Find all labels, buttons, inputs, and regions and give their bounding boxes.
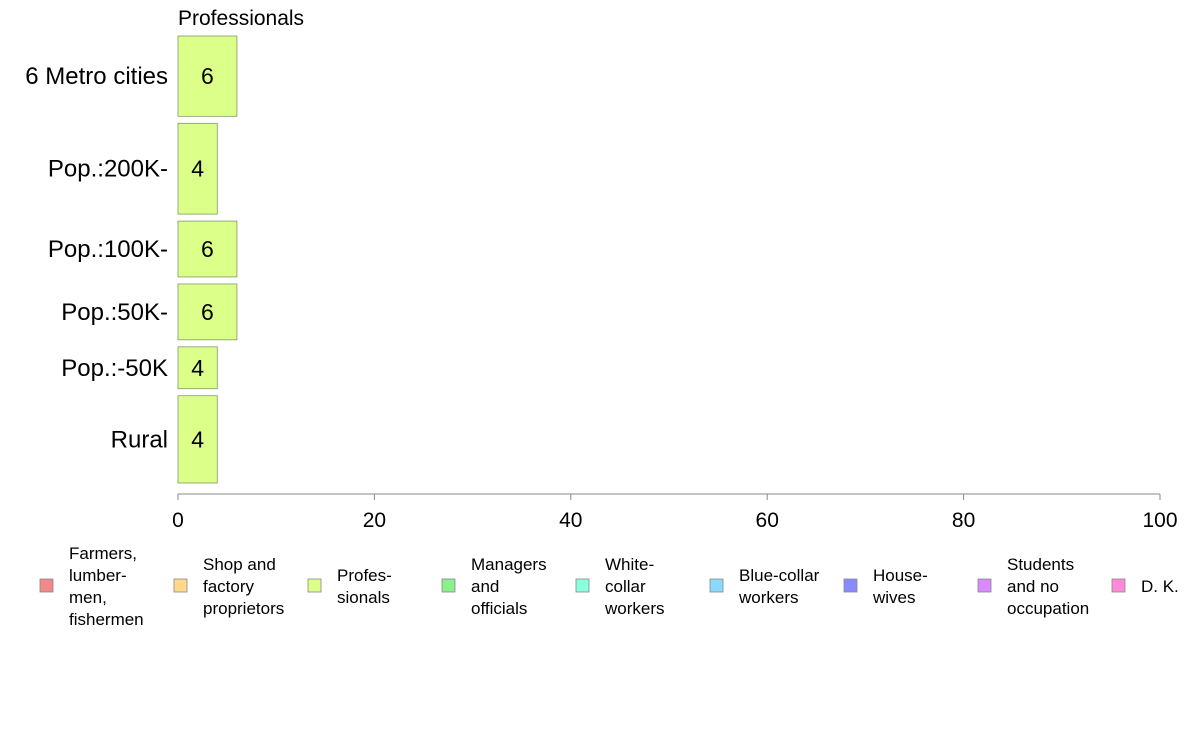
legend-swatch xyxy=(977,578,992,593)
bar xyxy=(177,283,238,341)
legend-swatch xyxy=(843,578,858,593)
legend: Farmers, lumber-men, fishermen Shop and fact… xyxy=(39,544,1179,629)
bar-value-label: 4 xyxy=(191,426,204,452)
legend-label: House-wives xyxy=(872,566,928,607)
legend-swatch xyxy=(1111,578,1126,593)
bar xyxy=(177,395,218,484)
bar-value-label: 6 xyxy=(201,299,214,325)
legend-swatch xyxy=(441,578,456,593)
legend-label: Students and no occupation xyxy=(1007,555,1089,618)
legend-label: Blue-collar workers xyxy=(738,566,820,607)
bar xyxy=(177,220,238,278)
legend-label: Shop and factory proprietors xyxy=(203,555,284,618)
legend-label: D. K. xyxy=(1141,577,1179,596)
panel-title: Professionals xyxy=(178,7,304,30)
category-label: 6 Metro cities xyxy=(25,63,168,90)
x-tick-label: 0 xyxy=(172,509,184,532)
category-label: Pop.:100K- xyxy=(48,236,168,263)
legend-label: Profes-sionals xyxy=(337,566,392,607)
legend-label: White-collar workers xyxy=(604,555,665,618)
legend-label: Managers and officials xyxy=(471,555,547,618)
bar xyxy=(177,122,218,215)
bar-value-label: 6 xyxy=(201,236,214,262)
bar-value-label: 4 xyxy=(191,355,204,381)
category-label: Pop.:200K- xyxy=(48,156,168,183)
category-label: Rural xyxy=(111,426,168,453)
legend-swatch xyxy=(39,578,54,593)
x-tick-label: 80 xyxy=(952,509,975,532)
x-tick-label: 20 xyxy=(363,509,386,532)
x-axis: 0 20 40 60 80 100 xyxy=(172,493,1178,532)
bars-layer: 6 6 Metro cities 4 Pop.:200K- 6 Pop.:100K- 6 Po… xyxy=(25,35,238,484)
legend-label: Farmers, lumber-men, fishermen xyxy=(69,544,144,629)
category-label: Pop.:-50K xyxy=(61,355,168,382)
x-tick-label: 60 xyxy=(756,509,779,532)
legend-swatch xyxy=(307,578,322,593)
bar-value-label: 4 xyxy=(191,156,204,182)
legend-swatch xyxy=(575,578,590,593)
bar xyxy=(177,346,218,390)
category-label: Pop.:50K- xyxy=(61,299,168,326)
legend-swatch xyxy=(709,578,724,593)
bar-value-label: 6 xyxy=(201,63,214,89)
bar xyxy=(177,35,238,117)
x-tick-label: 40 xyxy=(559,509,582,532)
legend-swatch xyxy=(173,578,188,593)
x-tick-label: 100 xyxy=(1142,509,1177,532)
